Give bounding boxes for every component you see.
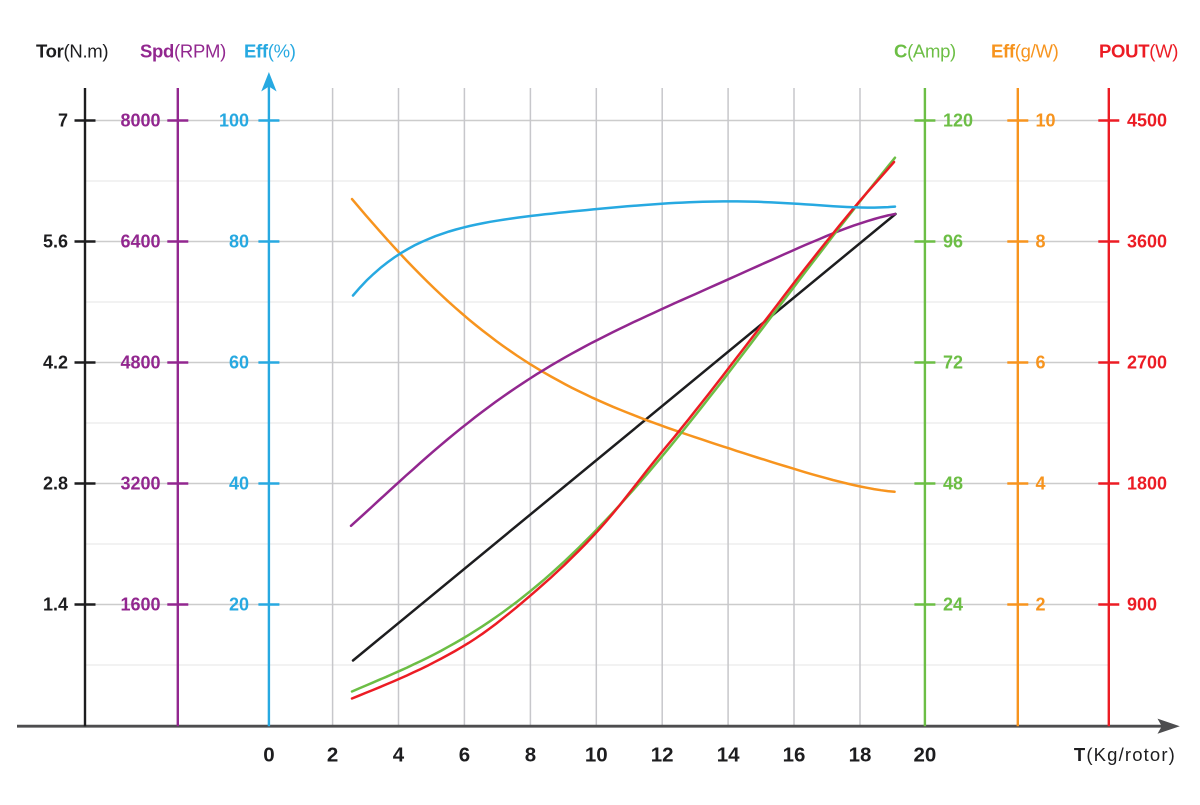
svg-text:6400: 6400: [120, 232, 160, 252]
svg-text:4.2: 4.2: [43, 353, 68, 373]
svg-text:8: 8: [1036, 232, 1046, 252]
svg-text:POUT(W): POUT(W): [1099, 41, 1178, 62]
svg-text:Spd(RPM): Spd(RPM): [140, 41, 226, 62]
svg-text:4500: 4500: [1127, 111, 1167, 131]
svg-text:4: 4: [393, 744, 405, 767]
svg-text:1800: 1800: [1127, 474, 1167, 494]
svg-text:60: 60: [229, 353, 249, 373]
svg-text:2.8: 2.8: [43, 474, 68, 494]
svg-text:T(Kg/rotor): T(Kg/rotor): [1074, 744, 1176, 765]
svg-text:8: 8: [525, 744, 536, 767]
svg-text:1600: 1600: [120, 595, 160, 615]
svg-text:C(Amp): C(Amp): [894, 41, 956, 62]
svg-text:6: 6: [1036, 353, 1046, 373]
svg-text:3200: 3200: [120, 474, 160, 494]
svg-text:1.4: 1.4: [43, 595, 68, 615]
svg-text:48: 48: [943, 474, 963, 494]
svg-text:Tor(N.m): Tor(N.m): [36, 41, 108, 62]
svg-text:120: 120: [943, 111, 973, 131]
svg-text:900: 900: [1127, 595, 1157, 615]
svg-text:Eff(%): Eff(%): [244, 41, 296, 62]
svg-text:0: 0: [263, 744, 274, 767]
svg-text:5.6: 5.6: [43, 232, 68, 252]
svg-text:2: 2: [1036, 595, 1046, 615]
svg-text:4: 4: [1036, 474, 1046, 494]
svg-text:2: 2: [327, 744, 338, 767]
svg-text:72: 72: [943, 353, 963, 373]
svg-text:10: 10: [1036, 111, 1056, 131]
svg-text:80: 80: [229, 232, 249, 252]
svg-text:7: 7: [58, 111, 68, 131]
svg-text:6: 6: [459, 744, 470, 767]
svg-text:12: 12: [651, 744, 674, 767]
svg-text:20: 20: [229, 595, 249, 615]
svg-text:18: 18: [849, 744, 872, 767]
svg-text:3600: 3600: [1127, 232, 1167, 252]
svg-text:Eff(g/W): Eff(g/W): [991, 41, 1059, 62]
svg-text:20: 20: [913, 744, 936, 767]
svg-text:96: 96: [943, 232, 963, 252]
svg-text:8000: 8000: [120, 111, 160, 131]
svg-text:14: 14: [717, 744, 740, 767]
svg-text:10: 10: [585, 744, 608, 767]
svg-text:40: 40: [229, 474, 249, 494]
svg-text:4800: 4800: [120, 353, 160, 373]
svg-text:2700: 2700: [1127, 353, 1167, 373]
svg-text:16: 16: [783, 744, 806, 767]
svg-text:100: 100: [219, 111, 249, 131]
svg-text:24: 24: [943, 595, 963, 615]
